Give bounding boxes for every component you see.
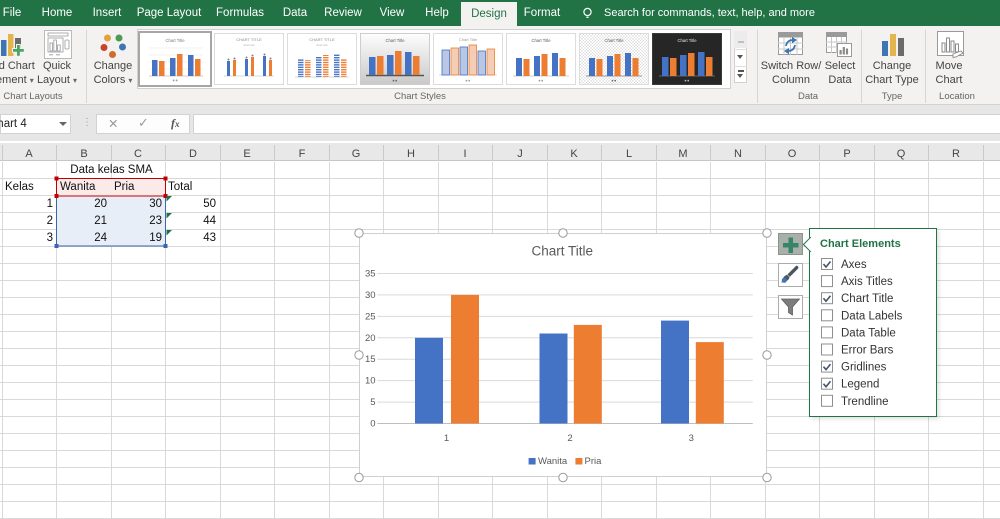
svg-text:G: G (352, 148, 361, 160)
svg-text:Chart Title: Chart Title (531, 38, 551, 43)
svg-text:CHART TITLE: CHART TITLE (309, 37, 335, 42)
svg-text:1: 1 (444, 433, 449, 444)
svg-text:2: 2 (567, 433, 572, 444)
svg-text:15: 15 (365, 354, 376, 365)
svg-text:Trendline: Trendline (841, 396, 889, 408)
svg-text:10: 10 (365, 376, 376, 387)
svg-text:20: 20 (365, 333, 376, 344)
svg-text:L: L (626, 148, 632, 160)
svg-text:■ ■: ■ ■ (393, 79, 398, 83)
svg-text:O: O (788, 148, 797, 160)
svg-text:Error Bars: Error Bars (841, 345, 894, 357)
svg-text:Data Labels: Data Labels (841, 310, 903, 322)
svg-text:30: 30 (365, 290, 376, 301)
svg-text:Chart Title: Chart Title (604, 38, 624, 43)
svg-text:chart sub: chart sub (243, 43, 255, 47)
svg-text:J: J (517, 148, 523, 160)
svg-text:M: M (678, 148, 687, 160)
svg-text:3: 3 (689, 433, 694, 444)
svg-text:■ ■: ■ ■ (539, 79, 544, 83)
svg-text:D: D (189, 148, 197, 160)
svg-text:Legend: Legend (841, 379, 879, 391)
svg-text:Q: Q (897, 148, 906, 160)
svg-text:Chart Title: Chart Title (165, 38, 185, 43)
svg-text:0: 0 (370, 419, 375, 430)
svg-text:Chart Title: Chart Title (841, 293, 893, 305)
svg-text:P: P (843, 148, 850, 160)
svg-text:Pria: Pria (585, 456, 603, 467)
svg-text:■ ■: ■ ■ (466, 79, 471, 83)
svg-text:Chart Title: Chart Title (677, 38, 697, 43)
svg-text:■ ■: ■ ■ (172, 79, 177, 83)
svg-text:Axes: Axes (841, 259, 867, 271)
svg-text:CHART TITLE: CHART TITLE (236, 37, 262, 42)
svg-text:N: N (734, 148, 742, 160)
svg-text:Data Table: Data Table (841, 327, 896, 339)
svg-text:R: R (952, 148, 960, 160)
svg-text:Wanita: Wanita (538, 456, 568, 467)
svg-text:5: 5 (370, 397, 375, 408)
svg-text:Chart Title: Chart Title (385, 38, 405, 43)
svg-text:35: 35 (365, 269, 376, 280)
svg-text:K: K (570, 148, 578, 160)
svg-text:■ ■: ■ ■ (685, 79, 690, 83)
svg-text:F: F (299, 148, 306, 160)
svg-text:C: C (134, 148, 142, 160)
svg-text:Chart Title: Chart Title (532, 244, 594, 259)
svg-text:25: 25 (365, 311, 376, 322)
svg-text:■ ■: ■ ■ (612, 79, 617, 83)
svg-text:H: H (407, 148, 415, 160)
svg-text:A: A (25, 148, 33, 160)
svg-text:Axis Titles: Axis Titles (841, 276, 893, 288)
svg-text:B: B (80, 148, 87, 160)
svg-text:I: I (463, 148, 466, 160)
svg-text:chart sub: chart sub (316, 43, 328, 47)
svg-text:Gridlines: Gridlines (841, 362, 887, 374)
svg-text:Chart Title: Chart Title (459, 37, 478, 42)
svg-text:E: E (243, 148, 250, 160)
